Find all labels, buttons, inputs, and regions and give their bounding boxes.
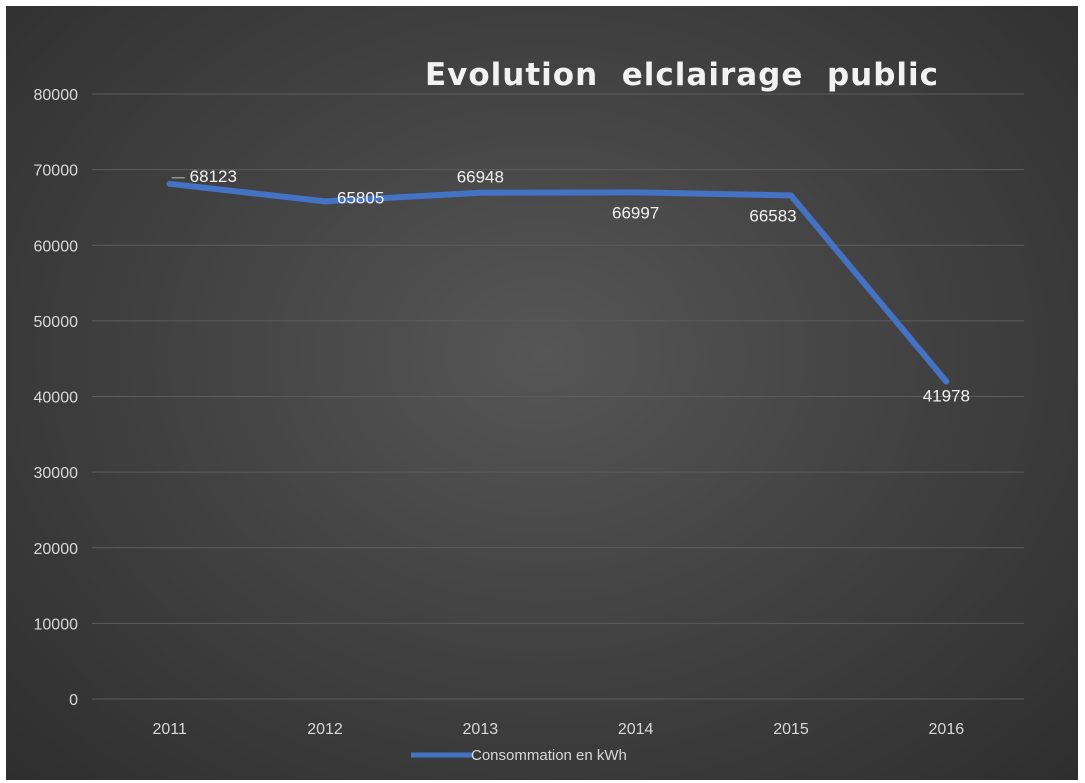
data-label: 66948 xyxy=(457,168,504,187)
data-labels: 68123 65805 66948 66997 66583 41978 xyxy=(171,167,970,406)
data-label: 41978 xyxy=(923,387,970,406)
data-point xyxy=(943,378,950,385)
y-tick-label: 30000 xyxy=(34,465,79,482)
data-point xyxy=(477,189,484,196)
x-tick-label: 2016 xyxy=(929,721,965,738)
x-tick-label: 2013 xyxy=(463,721,499,738)
y-tick-label: 60000 xyxy=(34,238,79,255)
data-point xyxy=(322,198,328,205)
series-line xyxy=(166,180,950,385)
legend: Consommation en kWh xyxy=(411,747,627,764)
chart-area: Evolution elclairage public 0 10000 20000 3… xyxy=(6,6,1078,780)
y-tick-label: 20000 xyxy=(34,541,79,558)
chart-title: Evolution elclairage public xyxy=(425,57,939,93)
data-point xyxy=(166,180,173,187)
x-tick-label: 2012 xyxy=(307,721,343,738)
y-tick-label: 0 xyxy=(69,692,78,709)
y-tick-label: 80000 xyxy=(34,87,79,104)
x-tick-label: 2011 xyxy=(152,721,187,738)
data-label: 66583 xyxy=(749,206,796,225)
x-tick-label: 2014 xyxy=(618,721,654,738)
series-layer xyxy=(166,180,950,385)
data-label: 68123 xyxy=(190,167,237,186)
y-tick-label: 50000 xyxy=(34,314,79,331)
y-axis: 0 10000 20000 30000 40000 50000 60000 70000 8000… xyxy=(34,87,79,709)
data-point xyxy=(788,192,794,199)
data-point xyxy=(632,189,639,196)
legend-label: Consommation en kWh xyxy=(471,747,627,764)
data-label: 65805 xyxy=(337,188,384,207)
y-tick-label: 10000 xyxy=(34,616,79,633)
x-axis: 2011 2012 2013 2014 2015 2016 xyxy=(152,721,964,738)
line-chart: Evolution elclairage public 0 10000 20000 3… xyxy=(34,57,1024,764)
x-tick-label: 2015 xyxy=(773,721,809,738)
y-tick-label: 70000 xyxy=(34,163,79,180)
gridlines xyxy=(92,93,1024,700)
y-tick-label: 40000 xyxy=(34,390,79,407)
data-label: 66997 xyxy=(612,203,659,222)
